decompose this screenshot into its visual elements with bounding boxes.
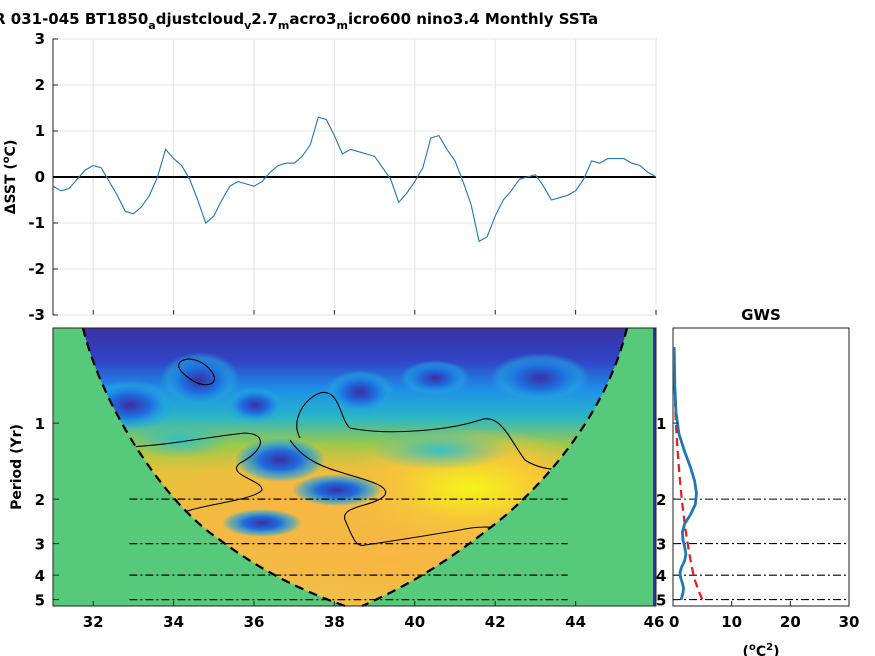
coi-boundary-left xyxy=(81,327,346,608)
timeseries-y-ticks: -3 -2 -1 0 1 2 3 xyxy=(28,30,58,324)
gws-title: GWS xyxy=(741,306,781,324)
timeseries-ytick-label-4: 1 xyxy=(35,122,45,140)
wavelet-y-axis-label: Period (Yr) xyxy=(9,424,25,510)
wavelet-ytick-label-3: 4 xyxy=(35,567,45,585)
wavelet-xtick-label-2: 36 xyxy=(244,613,265,631)
gws-xtick-label-2: 20 xyxy=(780,613,801,631)
wavelet-xtick-label-4: 40 xyxy=(404,613,425,631)
timeseries-ytick-label-2: -1 xyxy=(28,214,45,232)
timeseries-ytick-label-5: 2 xyxy=(35,76,45,94)
sst-anomaly-series-line xyxy=(53,116,656,243)
wavelet-xtick-label-7: 46 xyxy=(644,613,665,631)
gws-xtick-label-1: 10 xyxy=(721,613,742,631)
wavelet-ytick-label-2: 3 xyxy=(35,536,45,554)
gws-y-ticks: 1 2 3 4 5 xyxy=(656,415,678,610)
gws-ytick-label-0: 1 xyxy=(656,415,666,433)
cone-of-influence-right xyxy=(362,328,656,606)
gws-panel: GWS 10 20 30 0 1 2 3 4 5 (oC2) xyxy=(656,306,859,656)
coi-boundary-right xyxy=(361,327,629,608)
gws-x-ticks: 10 20 30 0 xyxy=(669,601,859,631)
timeseries-grid xyxy=(53,38,657,316)
gws-ytick-label-3: 4 xyxy=(656,567,666,585)
wavelet-ytick-label-0: 1 xyxy=(35,415,45,433)
wavelet-xtick-label-1: 34 xyxy=(163,613,184,631)
wavelet-ytick-label-1: 2 xyxy=(35,491,45,509)
wavelet-reference-period-lines xyxy=(129,498,568,601)
chart-title: R 031-045 BT1850adjustcloudv2.7macro3mic… xyxy=(0,10,598,32)
wavelet-x-ticks: 32 34 36 38 40 42 44 46 xyxy=(83,601,665,631)
gws-reference-period-lines xyxy=(673,498,849,601)
wavelet-xtick-label-3: 38 xyxy=(324,613,345,631)
gws-ytick-label-4: 5 xyxy=(656,592,666,610)
timeseries-panel: -3 -2 -1 0 1 2 3 ΔSST (oC) xyxy=(1,30,657,324)
wavelet-xtick-label-6: 44 xyxy=(565,613,586,631)
gws-ytick-label-2: 3 xyxy=(656,536,666,554)
cone-of-influence-left xyxy=(53,328,345,606)
timeseries-ytick-label-6: 3 xyxy=(35,30,45,48)
gws-x-axis-label: (oC2) xyxy=(743,642,780,656)
gws-xtick-label-0: 0 xyxy=(669,613,679,631)
gws-xtick-label-3: 30 xyxy=(839,613,860,631)
wavelet-ytick-label-4: 5 xyxy=(35,592,45,610)
timeseries-y-axis-label: ΔSST (oC) xyxy=(1,140,19,215)
wavelet-axes-box xyxy=(52,327,657,607)
wavelet-xtick-label-5: 42 xyxy=(485,613,506,631)
wavelet-y-ticks: 1 2 3 4 5 xyxy=(35,415,59,610)
wavelet-xtick-label-0: 32 xyxy=(83,613,104,631)
gws-axes-box xyxy=(672,327,850,607)
timeseries-ytick-label-0: -3 xyxy=(28,306,45,324)
timeseries-ytick-label-3: 0 xyxy=(35,168,45,186)
gws-ytick-label-1: 2 xyxy=(656,491,666,509)
significance-contours xyxy=(127,358,566,546)
gws-spectrum-line xyxy=(673,347,698,600)
gws-significance-line xyxy=(673,347,704,601)
timeseries-ytick-label-1: -2 xyxy=(28,260,45,278)
